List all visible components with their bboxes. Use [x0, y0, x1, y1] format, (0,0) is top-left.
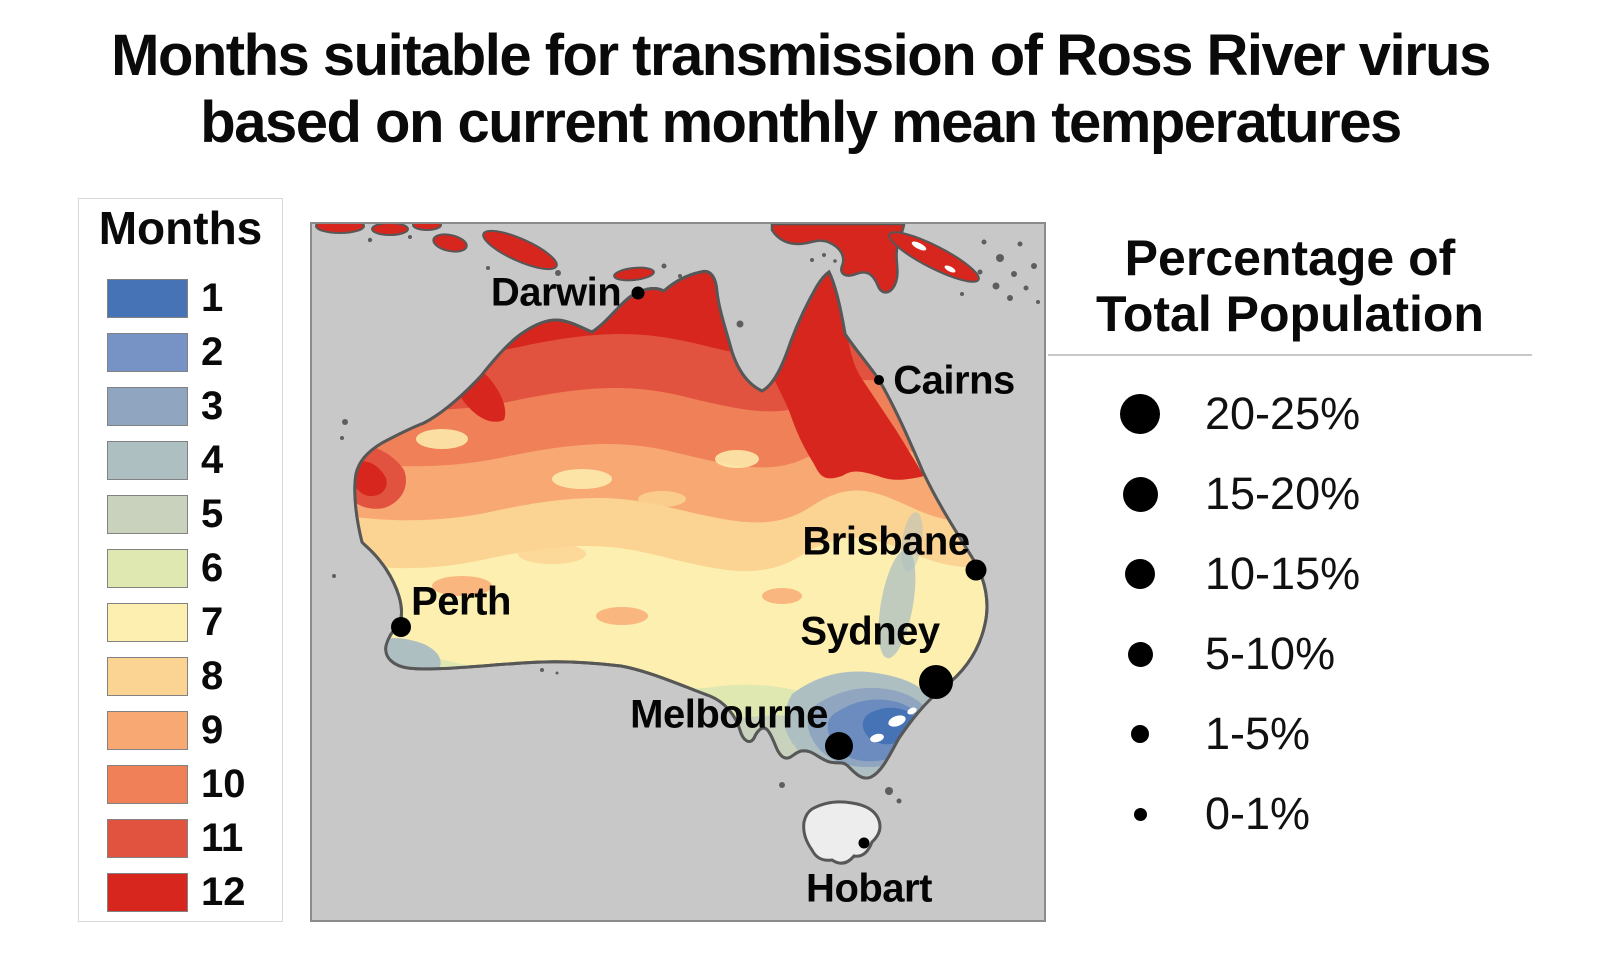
month-swatch: [107, 549, 188, 588]
month-swatch: [107, 711, 188, 750]
northern-islands: [315, 224, 1040, 328]
month-row: 5: [107, 492, 282, 536]
month-swatch: [107, 333, 188, 372]
month-row: 3: [107, 384, 282, 428]
month-value: 10: [201, 762, 246, 806]
month-value: 8: [201, 654, 224, 698]
city-label-darwin: Darwin: [490, 270, 622, 315]
month-swatch: [107, 873, 188, 912]
population-range-label: 10-15%: [1205, 548, 1361, 599]
population-legend-title-line-1: Percentage of: [1124, 230, 1456, 286]
city-dot-brisbane: [965, 559, 987, 581]
month-swatch: [107, 441, 188, 480]
figure-title: Months suitable for transmission of Ross…: [0, 22, 1601, 157]
month-swatch: [107, 603, 188, 642]
title-line-1: Months suitable for transmission of Ross…: [111, 23, 1491, 88]
city-dot-perth: [391, 617, 411, 637]
city-label-brisbane: Brisbane: [802, 519, 970, 564]
population-legend-row: 1-5%: [1040, 694, 1540, 774]
population-dot: [1120, 394, 1160, 434]
population-range-label: 1-5%: [1205, 708, 1311, 759]
population-dot: [1131, 725, 1149, 743]
population-legend-row: 20-25%: [1040, 374, 1540, 454]
population-dot: [1122, 476, 1158, 512]
population-dot: [1133, 807, 1147, 821]
month-swatch: [107, 387, 188, 426]
coastal-islets: [332, 419, 559, 675]
population-legend-row: 15-20%: [1040, 454, 1540, 534]
month-value: 5: [201, 492, 224, 536]
month-row: 12: [107, 870, 282, 914]
month-value: 4: [201, 438, 224, 482]
month-row: 6: [107, 546, 282, 590]
month-swatch: [107, 765, 188, 804]
month-value: 7: [201, 600, 224, 644]
city-label-melbourne: Melbourne: [630, 692, 828, 737]
population-legend-title: Percentage of Total Population: [1048, 230, 1532, 356]
population-range-label: 20-25%: [1205, 388, 1361, 439]
month-value: 1: [201, 276, 224, 320]
population-range-label: 0-1%: [1205, 788, 1311, 839]
city-label-perth: Perth: [411, 579, 511, 624]
month-value: 3: [201, 384, 224, 428]
months-legend-rows: 1 2 3 4 5 6 7 8 9 10 11 12: [107, 276, 282, 914]
city-label-sydney: Sydney: [800, 609, 940, 654]
australia-map: Darwin Cairns Brisbane Perth Sydney Melb…: [310, 222, 1046, 922]
month-swatch: [107, 819, 188, 858]
population-legend-row: 0-1%: [1040, 774, 1540, 854]
month-row: 7: [107, 600, 282, 644]
month-value: 2: [201, 330, 224, 374]
month-row: 11: [107, 816, 282, 860]
city-label-hobart: Hobart: [806, 866, 932, 911]
months-legend: Months 1 2 3 4 5 6 7 8 9 10 11 12: [78, 198, 283, 922]
month-row: 10: [107, 762, 282, 806]
month-swatch: [107, 657, 188, 696]
month-row: 4: [107, 438, 282, 482]
population-dot: [1127, 641, 1153, 667]
population-range-label: 15-20%: [1205, 468, 1361, 519]
month-row: 2: [107, 330, 282, 374]
month-swatch: [107, 495, 188, 534]
city-dot-hobart: [858, 837, 870, 849]
population-range-label: 5-10%: [1205, 628, 1336, 679]
month-value: 12: [201, 870, 246, 914]
month-row: 8: [107, 654, 282, 698]
month-value: 6: [201, 546, 224, 590]
title-line-2: based on current monthly mean temperatur…: [200, 90, 1402, 156]
month-value: 11: [201, 816, 244, 860]
months-legend-title: Months: [98, 202, 263, 254]
population-legend: Percentage of Total Population 20-25% 15…: [1040, 230, 1540, 854]
city-dot-sydney: [919, 665, 953, 699]
month-row: 1: [107, 276, 282, 320]
month-row: 9: [107, 708, 282, 752]
population-legend-row: 5-10%: [1040, 614, 1540, 694]
month-value: 9: [201, 708, 224, 752]
population-legend-rows: 20-25% 15-20% 10-15% 5-10% 1-5% 0-1%: [1040, 374, 1540, 854]
map-canvas: [312, 224, 1044, 920]
population-legend-row: 10-15%: [1040, 534, 1540, 614]
city-dot-darwin: [631, 286, 645, 300]
city-dot-melbourne: [825, 732, 853, 760]
population-dot: [1125, 559, 1155, 589]
city-dot-cairns: [874, 375, 884, 385]
month-swatch: [107, 279, 188, 318]
population-legend-title-line-2: Total Population: [1096, 286, 1484, 342]
city-label-cairns: Cairns: [893, 358, 1015, 403]
